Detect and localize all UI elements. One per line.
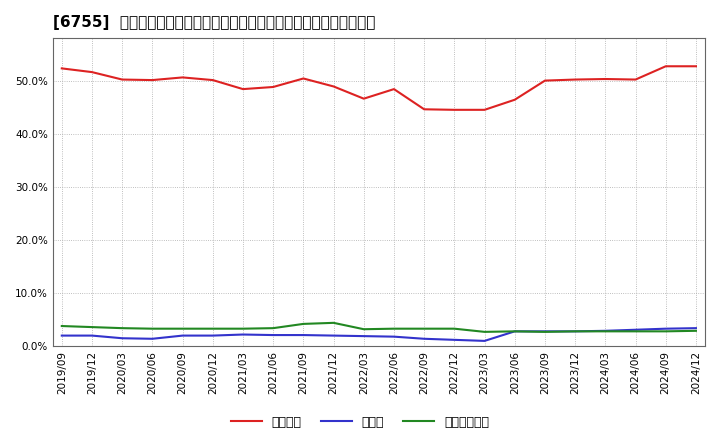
繰延税金資産: [541, 329, 549, 334]
繰延税金資産: [480, 329, 489, 334]
自己資本: [510, 97, 519, 103]
繰延税金資産: [269, 326, 277, 331]
のれん: [238, 332, 247, 337]
自己資本: [148, 77, 157, 83]
繰延税金資産: [510, 329, 519, 334]
のれん: [480, 338, 489, 344]
繰延税金資産: [329, 320, 338, 326]
繰延税金資産: [420, 326, 428, 331]
繰延税金資産: [148, 326, 157, 331]
のれん: [510, 329, 519, 334]
Text: [6755]  自己資本、のれん、繰延税金資産の総資産に対する比率の推移: [6755] 自己資本、のれん、繰延税金資産の総資産に対する比率の推移: [53, 15, 375, 30]
繰延税金資産: [209, 326, 217, 331]
のれん: [420, 336, 428, 341]
繰延税金資産: [238, 326, 247, 331]
のれん: [58, 333, 66, 338]
のれん: [359, 334, 368, 339]
のれん: [571, 329, 580, 334]
繰延税金資産: [118, 326, 127, 331]
自己資本: [299, 76, 307, 81]
Legend: 自己資本, のれん, 繰延税金資産: 自己資本, のれん, 繰延税金資産: [225, 411, 495, 434]
自己資本: [480, 107, 489, 113]
Line: 自己資本: 自己資本: [62, 66, 696, 110]
のれん: [601, 328, 610, 334]
繰延税金資産: [631, 329, 640, 334]
のれん: [631, 327, 640, 332]
繰延税金資産: [601, 329, 610, 334]
のれん: [541, 329, 549, 334]
自己資本: [692, 64, 701, 69]
のれん: [179, 333, 187, 338]
のれん: [329, 333, 338, 338]
繰延税金資産: [390, 326, 398, 331]
繰延税金資産: [179, 326, 187, 331]
自己資本: [58, 66, 66, 71]
自己資本: [118, 77, 127, 82]
自己資本: [571, 77, 580, 82]
繰延税金資産: [88, 324, 96, 330]
自己資本: [209, 77, 217, 83]
自己資本: [662, 64, 670, 69]
のれん: [88, 333, 96, 338]
のれん: [148, 336, 157, 341]
自己資本: [238, 87, 247, 92]
のれん: [692, 326, 701, 331]
繰延税金資産: [450, 326, 459, 331]
のれん: [299, 332, 307, 337]
のれん: [209, 333, 217, 338]
のれん: [269, 332, 277, 337]
自己資本: [631, 77, 640, 82]
繰延税金資産: [58, 323, 66, 329]
自己資本: [541, 78, 549, 83]
Line: 繰延税金資産: 繰延税金資産: [62, 323, 696, 332]
繰延税金資産: [299, 321, 307, 326]
自己資本: [390, 87, 398, 92]
自己資本: [269, 84, 277, 90]
繰延税金資産: [692, 328, 701, 334]
Line: のれん: のれん: [62, 328, 696, 341]
のれん: [450, 337, 459, 342]
繰延税金資産: [571, 329, 580, 334]
自己資本: [88, 70, 96, 75]
繰延税金資産: [662, 329, 670, 334]
自己資本: [329, 84, 338, 89]
のれん: [662, 326, 670, 331]
繰延税金資産: [359, 326, 368, 332]
自己資本: [601, 77, 610, 82]
自己資本: [179, 75, 187, 80]
自己資本: [359, 96, 368, 101]
のれん: [118, 336, 127, 341]
自己資本: [420, 106, 428, 112]
自己資本: [450, 107, 459, 113]
のれん: [390, 334, 398, 339]
